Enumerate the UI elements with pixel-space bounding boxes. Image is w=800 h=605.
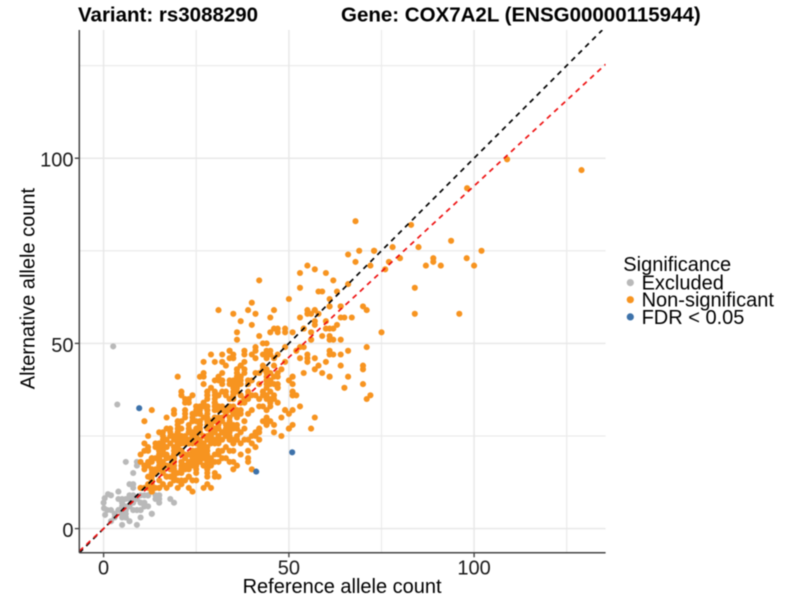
svg-text:Reference allele count: Reference allele count xyxy=(243,576,442,598)
svg-text:Non-significant: Non-significant xyxy=(642,290,775,312)
svg-text:Gene: COX7A2L (ENSG00000115944: Gene: COX7A2L (ENSG00000115944) xyxy=(341,4,701,27)
svg-text:0: 0 xyxy=(62,520,73,542)
svg-text:0: 0 xyxy=(98,558,109,580)
svg-text:Variant: rs3088290: Variant: rs3088290 xyxy=(78,4,258,27)
svg-text:Alternative allele count: Alternative allele count xyxy=(18,188,40,390)
svg-text:50: 50 xyxy=(278,558,300,580)
svg-text:100: 100 xyxy=(40,150,73,172)
svg-text:100: 100 xyxy=(457,558,490,580)
svg-text:Excluded: Excluded xyxy=(642,273,724,295)
svg-text:Significance: Significance xyxy=(623,254,731,276)
svg-text:FDR < 0.05: FDR < 0.05 xyxy=(642,307,745,329)
svg-text:50: 50 xyxy=(51,335,73,357)
